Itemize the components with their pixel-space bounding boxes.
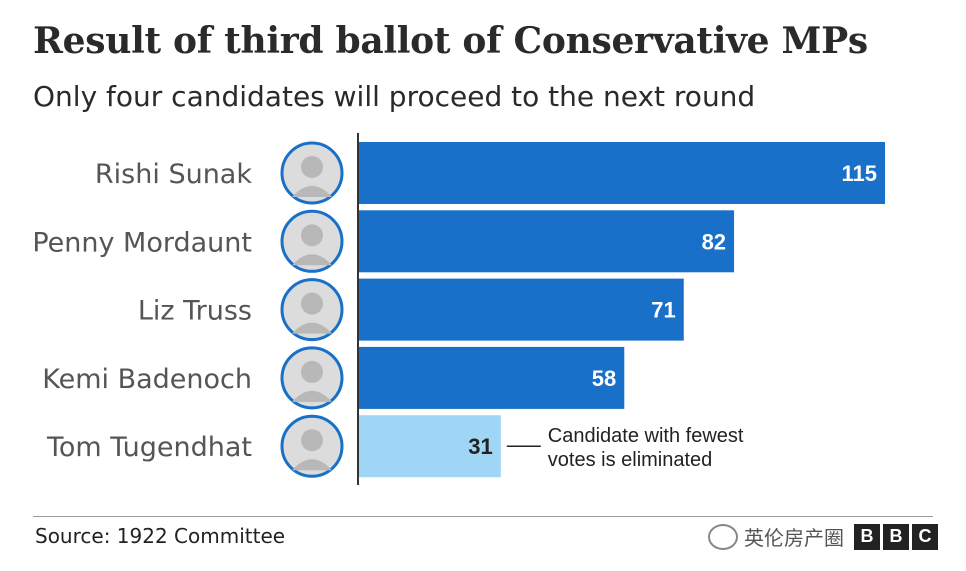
bbc-logo-letter: C [912,523,938,550]
bar [359,346,625,409]
category-label: Rishi Sunak [95,159,252,190]
chart-subtitle: Only four candidates will proceed to the… [33,80,756,113]
category-label: Penny Mordaunt [32,227,252,258]
avatar-body-icon [292,254,332,266]
category-label: Liz Truss [138,296,252,327]
watermark-text: 英伦房产圈 [744,526,844,550]
footer-logos: 英伦房产圈 B B C [708,522,938,551]
category-label: Tom Tugendhat [46,432,252,463]
avatar-body-icon [292,390,332,402]
category-label: Kemi Badenoch [42,364,252,395]
wechat-icon [708,523,738,550]
bar [359,210,735,273]
avatar-head-icon [301,292,323,315]
avatar-body-icon [292,459,332,471]
annotation-text: votes is eliminated [548,449,713,471]
data-label: 82 [702,229,726,254]
data-label: 115 [842,161,878,186]
avatar-head-icon [301,360,323,383]
chart-title: Result of third ballot of Conservative M… [33,20,868,62]
bar [359,142,885,204]
data-label: 31 [468,434,492,459]
avatar-head-icon [301,224,323,247]
avatar-body-icon [292,322,332,334]
bar [359,278,684,341]
bbc-logo: B B C [854,523,938,550]
bbc-logo-letter: B [883,523,909,550]
data-label: 58 [592,366,616,391]
avatar-head-icon [301,429,323,452]
avatar-head-icon [301,156,323,178]
data-label: 71 [651,298,675,323]
bbc-logo-letter: B [854,523,880,550]
source-note: Source: 1922 Committee [35,524,286,548]
bar [359,415,501,478]
footer-divider [33,516,933,517]
annotation-text: Candidate with fewest [548,425,744,447]
avatar-body-icon [292,186,332,197]
